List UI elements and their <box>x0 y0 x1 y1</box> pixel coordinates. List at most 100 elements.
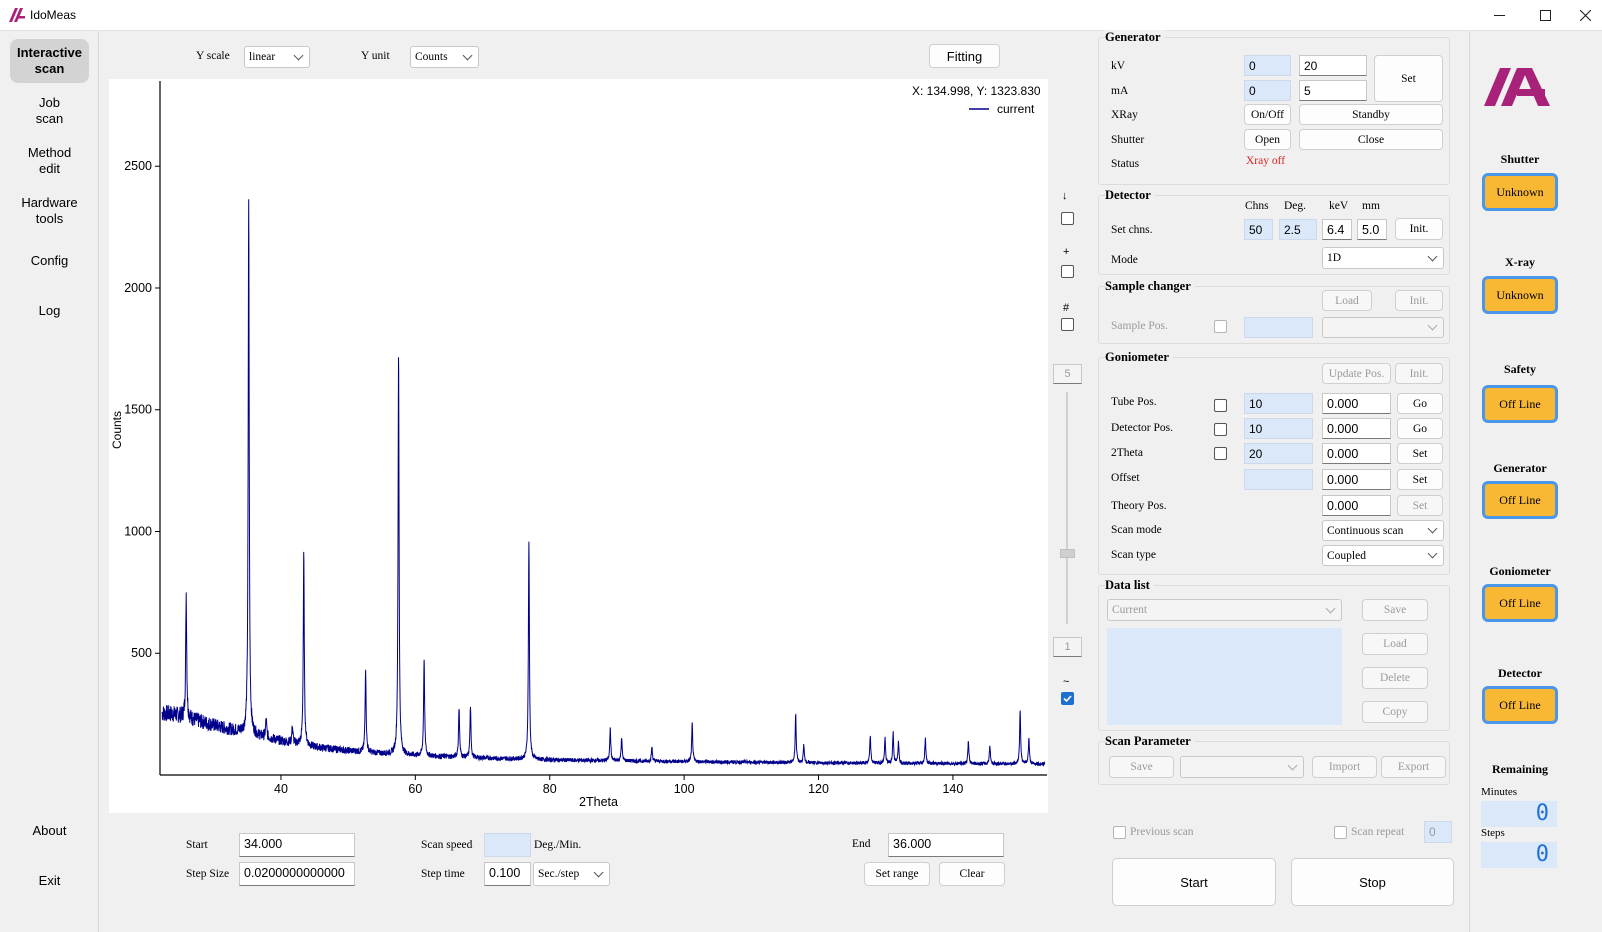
xray-status-indicator[interactable]: Unknown <box>1482 276 1558 314</box>
offset-input[interactable]: 0.000 <box>1322 469 1391 490</box>
hash-checkbox[interactable] <box>1061 318 1074 331</box>
end-input[interactable]: 36.000 <box>888 833 1004 857</box>
detector-status-indicator[interactable]: Off Line <box>1482 686 1558 724</box>
plus-checkbox[interactable] <box>1061 265 1074 278</box>
twotheta-set-button[interactable]: Set <box>1397 443 1443 464</box>
yscale-select[interactable]: linear <box>244 46 310 68</box>
ma-actual-field[interactable]: 0 <box>1244 80 1291 101</box>
detector-pos-checkbox[interactable] <box>1214 423 1227 436</box>
detector-pos-step-field[interactable]: 10 <box>1244 418 1313 439</box>
chns-field[interactable]: 50 <box>1244 219 1273 240</box>
tilde-checkbox[interactable] <box>1061 692 1074 705</box>
scan-repeat-input[interactable]: 0 <box>1424 821 1452 843</box>
safety-status-indicator[interactable]: Off Line <box>1482 385 1558 423</box>
tube-pos-checkbox[interactable] <box>1214 399 1227 412</box>
samplepos-select[interactable] <box>1322 317 1444 338</box>
ma-set-input[interactable]: 5 <box>1299 80 1367 101</box>
cursor-readout: X: 134.998, Y: 1323.830 <box>912 84 1041 98</box>
previous-scan-checkbox[interactable] <box>1113 826 1126 839</box>
scan-type-select[interactable]: Coupled <box>1322 545 1444 566</box>
sample-init-button[interactable]: Init. <box>1395 290 1443 311</box>
stepsize-input[interactable]: 0.0200000000000 <box>239 862 355 886</box>
param-save-button[interactable]: Save <box>1109 756 1174 778</box>
theory-pos-set-button[interactable]: Set <box>1397 495 1443 516</box>
twotheta-step-field[interactable]: 20 <box>1244 443 1313 464</box>
data-copy-button[interactable]: Copy <box>1362 701 1428 723</box>
down-checkbox[interactable] <box>1061 212 1074 225</box>
detector-pos-go-button[interactable]: Go <box>1397 418 1443 439</box>
app-logo-icon <box>9 8 25 22</box>
stop-button[interactable]: Stop <box>1291 858 1454 906</box>
slider-track[interactable] <box>1066 392 1068 624</box>
twotheta-input[interactable]: 0.000 <box>1322 443 1391 464</box>
detector-mode-select[interactable]: 1D <box>1322 247 1444 269</box>
data-list-select[interactable]: Current <box>1107 599 1342 621</box>
start-input[interactable]: 34.000 <box>239 833 355 857</box>
twotheta-checkbox[interactable] <box>1214 447 1227 460</box>
detector-init-button[interactable]: Init. <box>1395 218 1443 240</box>
sidebar-item-interactive-scan[interactable]: Interactive scan <box>10 39 89 83</box>
close-window-button[interactable] <box>1568 0 1602 31</box>
steptime-input[interactable]: 0.100 <box>484 862 531 886</box>
shutter-close-button[interactable]: Close <box>1299 129 1443 150</box>
slider-handle[interactable] <box>1060 548 1075 558</box>
kv-set-input[interactable]: 20 <box>1299 55 1367 76</box>
theory-pos-input[interactable]: 0.000 <box>1322 495 1391 516</box>
slider-max-field[interactable]: 5 <box>1053 364 1082 384</box>
data-load-button[interactable]: Load <box>1362 633 1428 655</box>
fitting-button[interactable]: Fitting <box>929 44 1000 68</box>
yunit-select[interactable]: Counts <box>410 46 479 68</box>
tube-pos-go-button[interactable]: Go <box>1397 393 1443 414</box>
standby-button[interactable]: Standby <box>1299 104 1443 125</box>
steptime-unit-select[interactable]: Sec./step <box>533 862 610 886</box>
slider-min-field[interactable]: 1 <box>1053 637 1082 657</box>
kev-input[interactable]: 6.4 <box>1322 219 1352 240</box>
param-select[interactable] <box>1180 756 1304 778</box>
mm-input[interactable]: 5.0 <box>1357 219 1387 240</box>
offset-step-field[interactable] <box>1244 469 1313 490</box>
param-import-button[interactable]: Import <box>1312 756 1377 778</box>
clear-button[interactable]: Clear <box>939 862 1005 886</box>
goniometer-init-button[interactable]: Init. <box>1395 363 1443 384</box>
data-list-box[interactable] <box>1107 628 1342 725</box>
plot-area[interactable]: 40 60 80 100 120 140 500 1000 1500 2000 2500 2Theta… <box>109 79 1048 813</box>
brand-logo-icon <box>1484 68 1550 106</box>
kv-actual-field[interactable]: 0 <box>1244 55 1291 76</box>
tube-pos-input[interactable]: 0.000 <box>1322 393 1391 414</box>
maximize-button[interactable] <box>1522 0 1568 31</box>
generator-set-button[interactable]: Set <box>1374 55 1443 102</box>
update-pos-button[interactable]: Update Pos. <box>1322 363 1391 384</box>
xrd-chart[interactable]: 40 60 80 100 120 140 500 1000 1500 2000 2500 2Theta… <box>109 79 1048 813</box>
samplepos-checkbox[interactable] <box>1214 320 1227 333</box>
deg-field[interactable]: 2.5 <box>1279 219 1317 240</box>
tube-pos-step-field[interactable]: 10 <box>1244 393 1313 414</box>
scan-repeat-checkbox[interactable] <box>1334 826 1347 839</box>
goniometer-group <box>1098 357 1450 575</box>
xray-onoff-button[interactable]: On/Off <box>1244 104 1291 125</box>
generator-status-indicator[interactable]: Off Line <box>1482 481 1558 519</box>
data-delete-button[interactable]: Delete <box>1362 667 1428 689</box>
minimize-button[interactable] <box>1476 0 1522 31</box>
offset-set-button[interactable]: Set <box>1397 469 1443 490</box>
shutter-status-indicator[interactable]: Unknown <box>1482 173 1558 211</box>
sidebar-item-log[interactable]: Log <box>38 303 61 318</box>
sample-load-button[interactable]: Load <box>1322 290 1372 311</box>
minutes-display: 0 <box>1481 801 1557 827</box>
shutter-open-button[interactable]: Open <box>1244 129 1291 150</box>
sidebar-item-method-edit[interactable]: Method edit <box>27 145 72 176</box>
scan-speed-input[interactable] <box>484 833 531 857</box>
param-export-button[interactable]: Export <box>1381 756 1446 778</box>
detector-pos-input[interactable]: 0.000 <box>1322 418 1391 439</box>
sidebar-item-hardware-tools[interactable]: Hardware tools <box>21 195 78 226</box>
goniometer-status-indicator[interactable]: Off Line <box>1482 584 1558 622</box>
samplepos-input[interactable] <box>1244 317 1313 338</box>
set-range-button[interactable]: Set range <box>864 862 930 886</box>
sidebar-item-about[interactable]: About <box>32 823 67 838</box>
sidebar-item-exit[interactable]: Exit <box>38 873 61 888</box>
sidebar-item-job-scan[interactable]: Job scan <box>35 95 64 126</box>
sidebar-item-config[interactable]: Config <box>30 253 69 268</box>
data-save-button[interactable]: Save <box>1362 599 1428 621</box>
scan-mode-select[interactable]: Continuous scan <box>1322 520 1444 541</box>
samplepos-label: Sample Pos. <box>1111 320 1168 332</box>
start-button[interactable]: Start <box>1112 858 1276 906</box>
